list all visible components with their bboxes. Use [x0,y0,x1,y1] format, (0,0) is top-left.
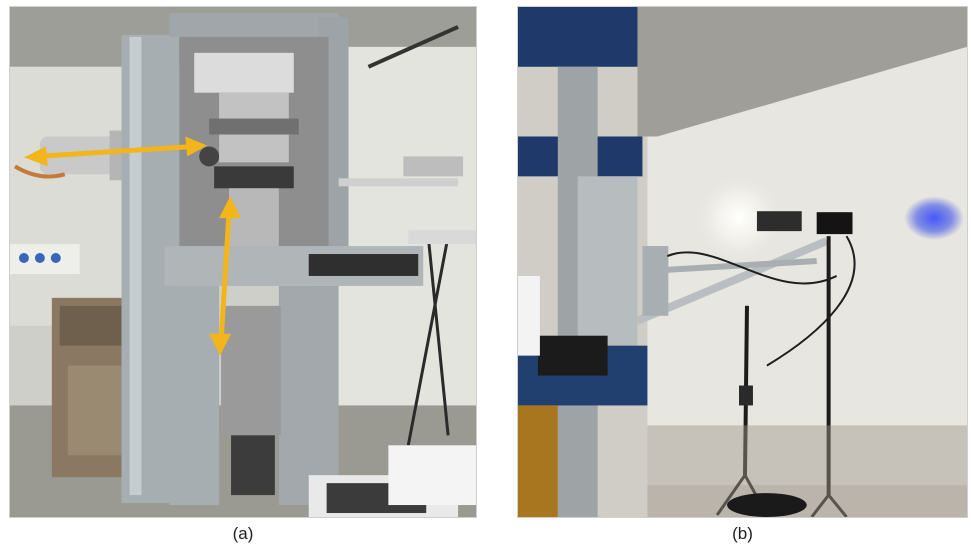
photo-b-illustration [518,7,967,517]
photo-panel-a [9,6,477,518]
test-machine-frame [121,12,424,506]
caption-a: (a) [232,524,254,543]
camera-body [756,211,802,232]
camera-arm [338,25,476,446]
photo-panel-b [517,6,968,518]
shelving-rack [518,7,648,517]
caption-b: (b) [732,524,753,543]
vertical-displacement-arrow [209,196,242,356]
wall-sockets [10,244,80,274]
blue-light-spot [904,196,965,241]
camera-rails [635,237,829,325]
tripod-right [810,236,848,517]
led-light [693,172,785,264]
horizontal-displacement-arrow [23,136,208,167]
photo-a-illustration [10,7,476,517]
camera-body [816,212,853,235]
